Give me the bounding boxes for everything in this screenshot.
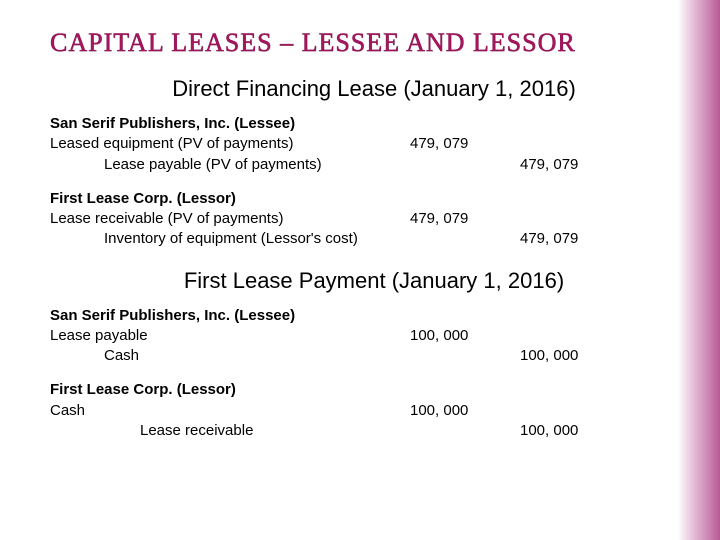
lessee-entry-block-2: San Serif Publishers, Inc. (Lessee) Leas… xyxy=(50,306,658,367)
journal-row: Inventory of equipment (Lessor's cost) 4… xyxy=(50,229,658,249)
slide-title: CAPITAL LEASES – LESSEE AND LESSOR xyxy=(50,28,658,58)
journal-row: Cash 100, 000 xyxy=(50,346,658,366)
credit-amount xyxy=(520,401,630,421)
entry-description: Cash xyxy=(50,346,410,366)
decorative-gradient-strip xyxy=(678,0,720,540)
credit-amount xyxy=(520,134,630,154)
debit-amount xyxy=(410,346,520,366)
entry-description: Cash xyxy=(50,401,410,421)
debit-amount xyxy=(410,421,520,441)
slide-content: CAPITAL LEASES – LESSEE AND LESSOR Direc… xyxy=(0,0,678,455)
lessor-header-1: First Lease Corp. (Lessor) xyxy=(50,189,658,209)
entry-description: Inventory of equipment (Lessor's cost) xyxy=(50,229,410,249)
journal-row: Cash 100, 000 xyxy=(50,401,658,421)
lessee-header-2: San Serif Publishers, Inc. (Lessee) xyxy=(50,306,658,326)
journal-row: Lease payable 100, 000 xyxy=(50,326,658,346)
entry-description: Leased equipment (PV of payments) xyxy=(50,134,410,154)
entry-description: Lease receivable xyxy=(50,421,410,441)
lessee-header-1: San Serif Publishers, Inc. (Lessee) xyxy=(50,114,658,134)
debit-amount xyxy=(410,229,520,249)
credit-amount: 479, 079 xyxy=(520,155,630,175)
journal-row: Lease receivable 100, 000 xyxy=(50,421,658,441)
section-heading-first-payment: First Lease Payment (January 1, 2016) xyxy=(90,268,658,294)
lessor-entry-block-1: First Lease Corp. (Lessor) Lease receiva… xyxy=(50,189,658,250)
journal-row: Leased equipment (PV of payments) 479, 0… xyxy=(50,134,658,154)
debit-amount: 100, 000 xyxy=(410,326,520,346)
debit-amount: 479, 079 xyxy=(410,209,520,229)
debit-amount xyxy=(410,155,520,175)
lessor-entry-block-2: First Lease Corp. (Lessor) Cash 100, 000… xyxy=(50,380,658,441)
credit-amount xyxy=(520,326,630,346)
credit-amount: 100, 000 xyxy=(520,421,630,441)
journal-row: Lease receivable (PV of payments) 479, 0… xyxy=(50,209,658,229)
entry-description: Lease receivable (PV of payments) xyxy=(50,209,410,229)
section-heading-direct-financing: Direct Financing Lease (January 1, 2016) xyxy=(90,76,658,102)
entry-description: Lease payable (PV of payments) xyxy=(50,155,410,175)
credit-amount: 100, 000 xyxy=(520,346,630,366)
lessee-entry-block-1: San Serif Publishers, Inc. (Lessee) Leas… xyxy=(50,114,658,175)
credit-amount xyxy=(520,209,630,229)
credit-amount: 479, 079 xyxy=(520,229,630,249)
debit-amount: 479, 079 xyxy=(410,134,520,154)
journal-row: Lease payable (PV of payments) 479, 079 xyxy=(50,155,658,175)
lessor-header-2: First Lease Corp. (Lessor) xyxy=(50,380,658,400)
entry-description: Lease payable xyxy=(50,326,410,346)
debit-amount: 100, 000 xyxy=(410,401,520,421)
